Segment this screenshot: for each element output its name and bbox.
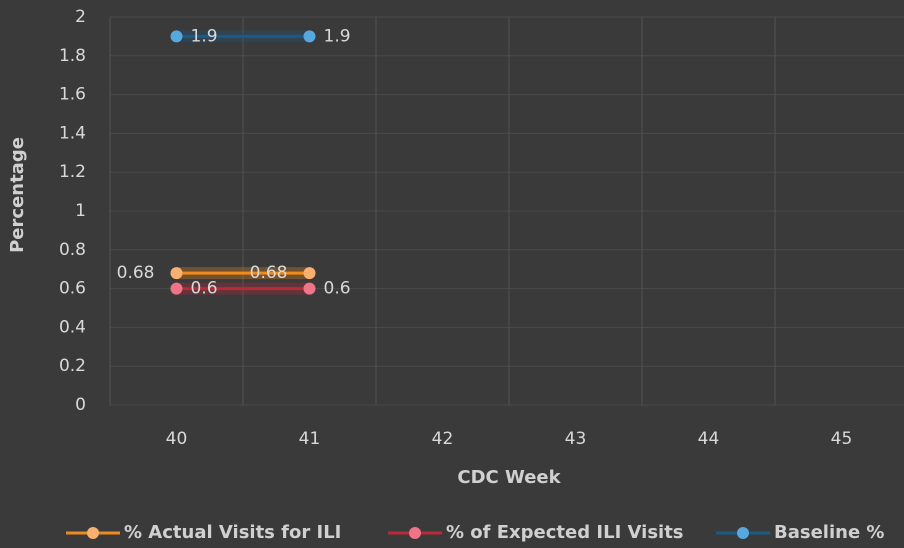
y-tick-label: 0.2 [59,356,86,376]
data-label: 1.9 [191,26,218,46]
y-tick-label: 1.2 [59,162,86,182]
data-label: 0.6 [191,279,218,299]
x-tick-label: 40 [166,429,188,449]
legend-label: % of Expected ILI Visits [446,522,684,543]
data-label: 0.68 [250,263,288,283]
data-label: 0.6 [324,279,351,299]
marker [303,282,316,295]
y-tick-label: 1 [75,201,86,221]
x-tick-label: 42 [432,429,454,449]
x-tick-label: 43 [565,429,587,449]
marker [170,30,183,43]
legend-label: % Actual Visits for ILI [124,522,341,543]
y-tick-label: 0 [75,395,86,415]
data-label: 0.68 [117,263,155,283]
legend-marker [737,527,749,539]
x-axis-title: CDC Week [457,467,561,488]
legend-label: Baseline % [774,522,884,543]
y-tick-label: 2 [75,7,86,27]
marker [303,267,316,280]
y-tick-label: 1.8 [59,46,86,66]
y-tick-label: 0.6 [59,279,86,299]
marker [170,267,183,280]
y-tick-label: 0.4 [59,317,86,337]
y-axis-title: Percentage [7,137,28,253]
marker [170,282,183,295]
y-tick-label: 1.4 [59,123,86,143]
x-tick-label: 41 [299,429,321,449]
y-tick-label: 1.6 [59,85,86,105]
y-tick-label: 0.8 [59,240,86,260]
marker [303,30,316,43]
legend-marker [409,527,421,539]
x-tick-label: 44 [698,429,720,449]
x-tick-label: 45 [831,429,853,449]
data-label: 1.9 [324,26,351,46]
legend-marker [87,527,99,539]
